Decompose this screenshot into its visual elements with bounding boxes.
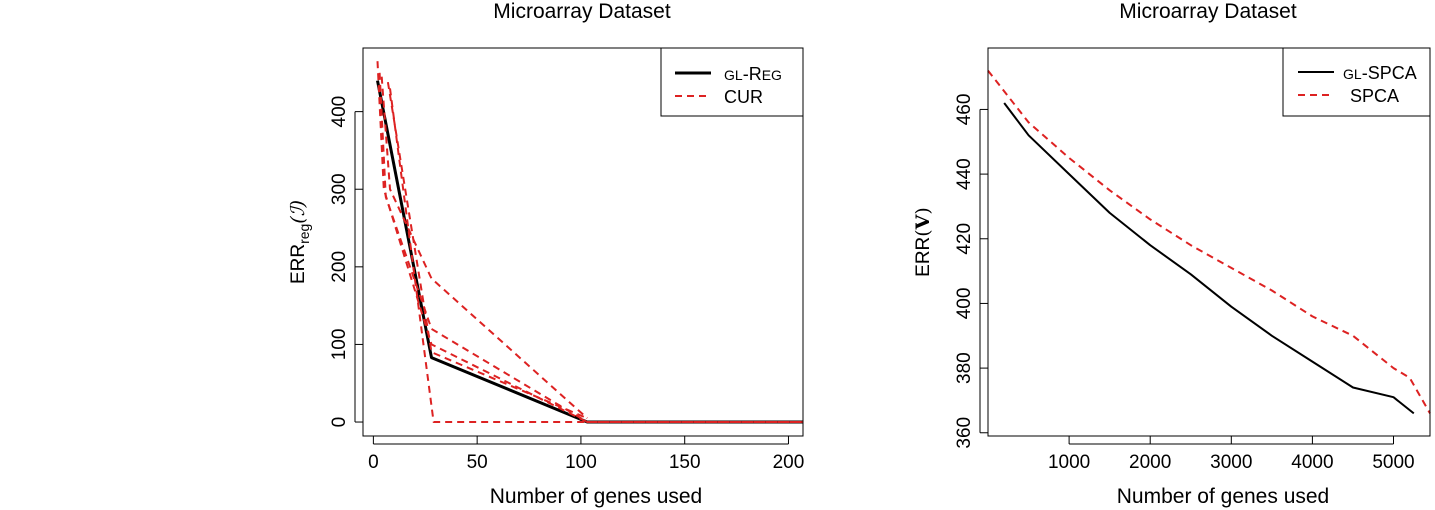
right-plot-frame	[987, 47, 1431, 437]
left-x-tick-label: 100	[565, 452, 597, 473]
right-x-tick-label: 4000	[1291, 452, 1333, 473]
left-y-label-sub: reg	[296, 224, 312, 244]
right-x-axis: 1000 2000 3000 4000 5000	[1048, 436, 1415, 473]
left-legend-box	[660, 47, 804, 117]
right-y-tick-label: 420	[954, 223, 975, 255]
left-series-group	[376, 61, 803, 424]
left-legend-label-cur: CUR	[724, 87, 763, 107]
right-legend: GL-SPCA SPCA	[1282, 47, 1431, 117]
right-series-gl-spca	[1003, 102, 1415, 415]
left-chart: Microarray Dataset 0 50 100 150 200 0 100 200 3…	[287, 0, 804, 508]
left-y-tick-label: 200	[329, 251, 350, 283]
right-y-label-close: )	[912, 207, 934, 214]
left-y-label-main: ERR	[288, 244, 309, 284]
left-x-tick-label: 0	[368, 452, 379, 473]
right-y-tick-label: 460	[954, 94, 975, 126]
left-y-axis-label: ERRreg(ℐ)	[287, 200, 312, 284]
right-x-tick-label: 2000	[1129, 452, 1171, 473]
left-legend-label-gl-reg: GL-REG	[724, 64, 782, 84]
right-series-spca	[987, 69, 1431, 414]
left-series-cur-run-3	[380, 76, 588, 419]
left-series-cur-run-4	[386, 81, 588, 420]
right-legend-label-spca: SPCA	[1350, 86, 1399, 106]
right-y-tick-label: 360	[954, 417, 975, 449]
left-series-gl-reg	[376, 80, 803, 424]
right-y-tick-label: 380	[954, 352, 975, 384]
right-y-tick-label: 440	[954, 158, 975, 190]
left-y-tick-label: 300	[329, 173, 350, 205]
left-series-cur-run-5	[389, 88, 588, 423]
left-y-label-arg: (ℐ)	[287, 200, 309, 224]
left-y-tick-label: 100	[329, 329, 350, 361]
right-legend-label-gl-spca: GL-SPCA	[1343, 63, 1417, 83]
right-x-tick-label: 5000	[1372, 452, 1414, 473]
left-legend: GL-REG CUR	[660, 47, 804, 117]
left-series-cur-run-1	[376, 61, 803, 423]
left-y-tick-label: 400	[329, 96, 350, 128]
left-x-axis: 0 50 100 150 200	[368, 436, 804, 473]
right-x-tick-label: 3000	[1210, 452, 1252, 473]
right-y-label-bold: V	[912, 213, 934, 230]
right-y-label-main: ERR	[913, 237, 934, 277]
left-x-axis-label: Number of genes used	[490, 485, 702, 508]
right-y-label-open: (	[912, 229, 934, 236]
right-x-tick-label: 1000	[1048, 452, 1090, 473]
right-chart: Microarray Dataset 1000 2000 3000 4000 5000 …	[912, 0, 1431, 508]
left-x-tick-label: 50	[467, 452, 488, 473]
right-chart-title: Microarray Dataset	[1119, 0, 1297, 23]
left-plot-frame	[362, 47, 804, 437]
left-y-axis: 0 100 200 300 400	[329, 96, 363, 428]
left-chart-title: Microarray Dataset	[493, 0, 671, 23]
right-y-axis: 360 380 400 420 440 460	[954, 94, 988, 449]
right-y-axis-label: ERR(V)	[912, 207, 934, 277]
left-y-tick-label: 0	[329, 417, 350, 428]
right-x-axis-label: Number of genes used	[1117, 485, 1329, 508]
right-series-group	[987, 69, 1431, 415]
left-x-tick-label: 150	[669, 452, 701, 473]
left-series-cur-run-2	[378, 72, 803, 423]
right-y-tick-label: 400	[954, 288, 975, 320]
left-x-tick-label: 200	[773, 452, 805, 473]
right-legend-box	[1282, 47, 1431, 117]
